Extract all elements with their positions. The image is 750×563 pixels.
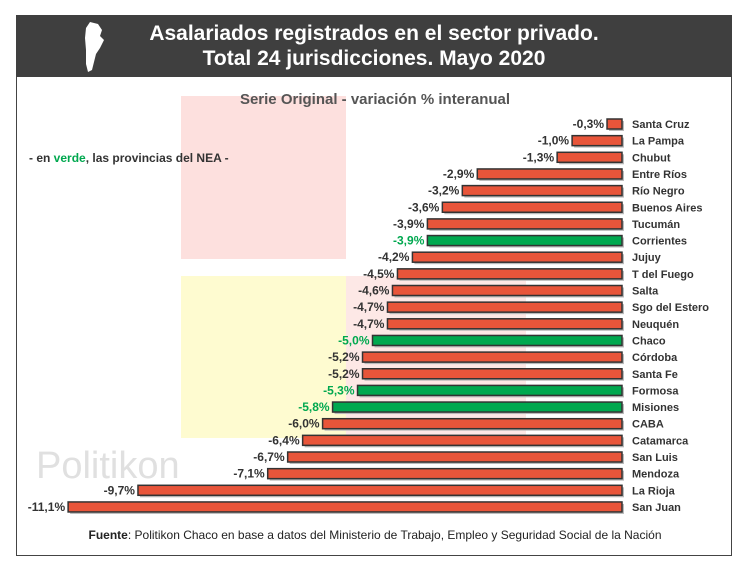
data-label: -3,9% xyxy=(393,234,425,248)
data-label: -5,8% xyxy=(298,400,330,414)
bar-san-juan xyxy=(67,501,623,513)
source-footer: Fuente: Politikon Chaco en base a datos … xyxy=(0,528,750,542)
category-label: CABA xyxy=(632,419,664,431)
bar-chaco xyxy=(371,334,623,347)
category-label: Buenos Aires xyxy=(632,202,703,214)
background-pink-block xyxy=(181,96,346,259)
data-label: -4,7% xyxy=(353,300,385,314)
watermark: Politikon xyxy=(36,445,180,487)
category-label: La Rioja xyxy=(632,485,676,497)
data-label: -2,9% xyxy=(443,167,475,181)
bar-neuquén xyxy=(386,318,623,330)
data-label: -0,3% xyxy=(573,117,605,131)
category-label: T del Fuego xyxy=(632,269,694,281)
category-label: Jujuy xyxy=(632,252,662,264)
bar-formosa xyxy=(356,384,623,397)
bar-santa-fe xyxy=(361,368,623,380)
data-label: -4,2% xyxy=(378,250,410,264)
category-label: La Pampa xyxy=(632,136,685,148)
bar-córdoba xyxy=(361,351,623,363)
nea-note: - en verde, las provincias del NEA - xyxy=(29,151,229,165)
bar-entre-ríos xyxy=(476,168,623,180)
bar-río-negro xyxy=(461,184,623,197)
bar-catamarca xyxy=(301,434,623,447)
footer-text: : Politikon Chaco en base a datos del Mi… xyxy=(127,528,662,542)
data-label: -5,2% xyxy=(328,350,360,364)
data-label: -1,3% xyxy=(523,150,555,164)
data-label: -6,4% xyxy=(268,433,300,447)
data-label: -3,6% xyxy=(408,200,440,214)
bar-la-rioja xyxy=(137,484,623,497)
bar-san-luis xyxy=(286,451,623,463)
category-label: San Luis xyxy=(632,452,678,464)
bar-chubut xyxy=(556,151,623,164)
bar-t-del-fuego xyxy=(396,268,623,280)
bar-sgo-del-estero xyxy=(386,301,623,313)
bar-jujuy xyxy=(411,251,623,263)
data-label: -4,5% xyxy=(363,267,395,281)
category-label: Formosa xyxy=(632,385,679,397)
data-label: -3,9% xyxy=(393,217,425,231)
category-label: Catamarca xyxy=(632,435,689,447)
footer-label: Fuente xyxy=(88,528,128,542)
chart-title: Serie Original - variación % interanual xyxy=(239,91,511,108)
note-highlight: verde xyxy=(53,151,86,165)
bar-salta xyxy=(391,284,623,297)
data-label: -5,0% xyxy=(338,333,370,347)
argentina-map-icon xyxy=(85,22,104,72)
category-label: Mendoza xyxy=(632,469,680,481)
category-label: Corrientes xyxy=(632,236,687,248)
background-yellow-block xyxy=(181,276,346,438)
bar-tucumán xyxy=(426,218,623,230)
bar-misiones xyxy=(331,401,623,413)
category-label: Chubut xyxy=(632,152,671,164)
category-label: Santa Cruz xyxy=(632,119,690,131)
data-label: -11,1% xyxy=(28,500,66,514)
data-label: -6,0% xyxy=(288,417,320,431)
category-label: Neuquén xyxy=(632,319,679,331)
category-label: Sgo del Estero xyxy=(632,302,709,314)
category-label: Tucumán xyxy=(632,219,680,231)
bar-santa-cruz xyxy=(606,118,623,130)
note-prefix: - en xyxy=(29,151,54,165)
category-label: Córdoba xyxy=(632,352,678,364)
data-label: -5,3% xyxy=(323,383,355,397)
title-line-1: Asalariados registrados en el sector pri… xyxy=(149,22,599,45)
bar-corrientes xyxy=(426,234,623,247)
data-label: -7,1% xyxy=(233,467,265,481)
category-label: Entre Ríos xyxy=(632,169,687,181)
category-label: Chaco xyxy=(632,335,666,347)
bar-mendoza xyxy=(266,467,623,480)
data-label: -6,7% xyxy=(253,450,285,464)
category-label: Río Negro xyxy=(632,186,685,198)
category-label: Misiones xyxy=(632,402,679,414)
category-label: San Juan xyxy=(632,502,681,514)
data-label: -5,2% xyxy=(328,367,360,381)
title-line-2: Total 24 jurisdicciones. Mayo 2020 xyxy=(202,47,546,70)
data-label: -3,2% xyxy=(428,184,460,198)
note-suffix: , las provincias del NEA - xyxy=(85,151,229,165)
bar-la-pampa xyxy=(571,134,623,147)
bar-caba xyxy=(321,417,623,430)
category-label: Salta xyxy=(632,286,659,298)
bar-buenos-aires xyxy=(441,201,623,213)
data-label: -1,0% xyxy=(538,134,570,148)
data-label: -4,7% xyxy=(353,317,385,331)
data-label: -4,6% xyxy=(358,284,390,298)
category-label: Santa Fe xyxy=(632,369,678,381)
data-label: -9,7% xyxy=(104,483,136,497)
header: Asalariados registrados en el sector pri… xyxy=(16,15,732,77)
